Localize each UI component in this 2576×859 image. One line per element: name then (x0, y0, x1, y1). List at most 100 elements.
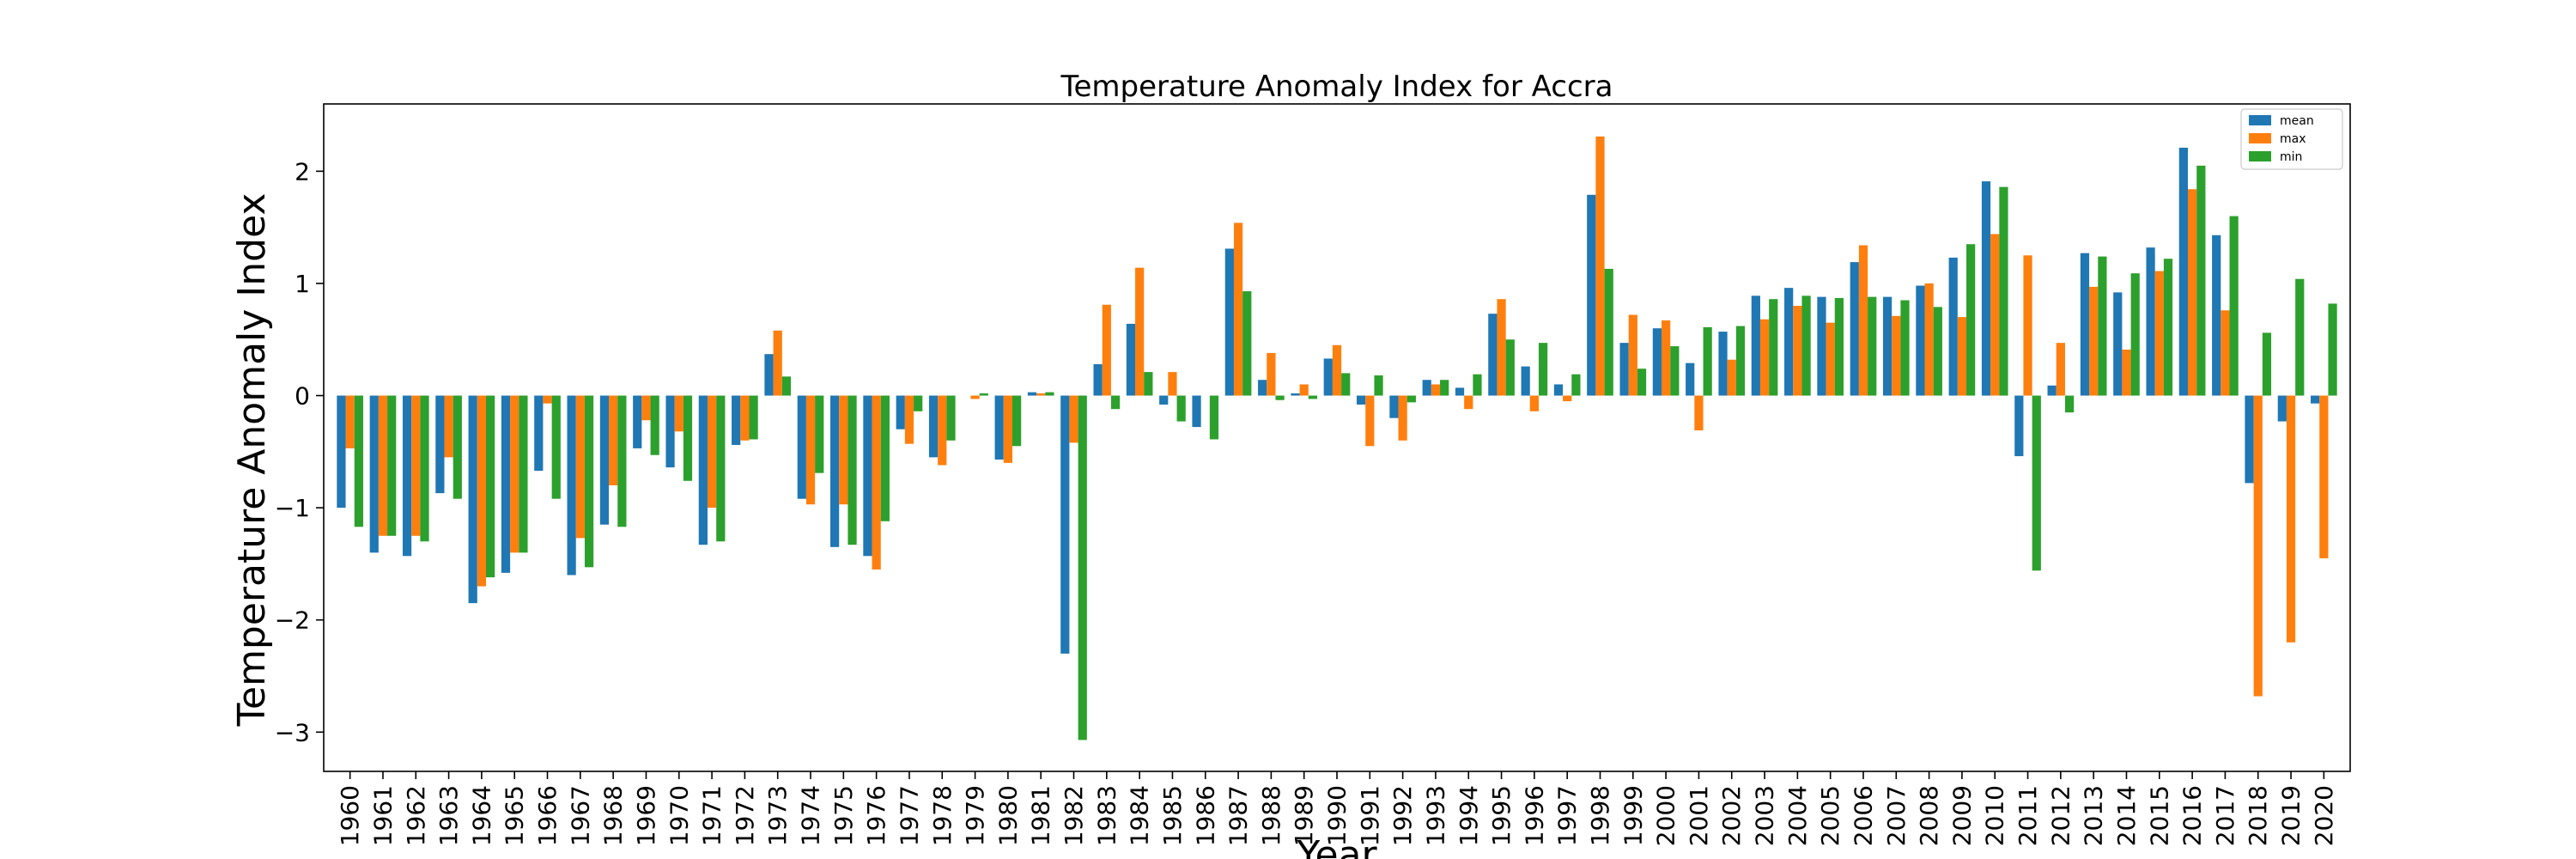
y-tick-label: 0 (295, 382, 310, 411)
bar-mean-1980 (994, 395, 1004, 460)
bar-mean-1975 (830, 395, 840, 547)
bar-max-1964 (477, 395, 487, 587)
bar-min-2013 (2098, 256, 2107, 396)
bar-min-1990 (1341, 373, 1351, 396)
x-tick-label: 2013 (2080, 785, 2108, 846)
bar-max-1972 (740, 395, 750, 441)
legend-swatch-min (2249, 151, 2271, 161)
bar-mean-2006 (1850, 262, 1859, 396)
bar-max-1980 (1003, 395, 1012, 463)
bar-mean-1990 (1323, 358, 1333, 396)
bar-min-2020 (2328, 303, 2337, 396)
bar-max-1992 (1398, 395, 1407, 441)
x-tick-label: 1971 (698, 785, 726, 846)
bar-mean-1969 (633, 395, 642, 448)
x-tick-label: 1961 (368, 785, 397, 846)
bar-mean-1962 (402, 395, 412, 557)
y-tick-label: −1 (275, 494, 310, 522)
bar-max-1993 (1431, 384, 1441, 396)
x-tick-label: 2003 (1751, 785, 1779, 846)
bar-mean-2008 (1916, 285, 1925, 396)
bar-max-2005 (1826, 322, 1835, 396)
bar-mean-1994 (1455, 387, 1465, 396)
bar-mean-1961 (369, 395, 379, 553)
x-tick-label: 2016 (2178, 785, 2207, 846)
x-tick-label: 1992 (1388, 785, 1417, 846)
bar-mean-1973 (764, 354, 774, 396)
bar-max-1965 (510, 395, 519, 553)
bar-min-2004 (1801, 295, 1811, 396)
bar-mean-2013 (2080, 253, 2090, 396)
bar-mean-2019 (2277, 395, 2287, 422)
x-tick-label: 1997 (1553, 785, 1582, 846)
bar-mean-1977 (896, 395, 905, 430)
bar-mean-1981 (1027, 392, 1037, 396)
bar-min-2016 (2196, 165, 2206, 396)
bar-min-1994 (1473, 374, 1482, 396)
bar-mean-1982 (1060, 395, 1070, 654)
bar-max-2000 (1662, 320, 1671, 396)
bar-min-2014 (2130, 273, 2140, 396)
bar-mean-1989 (1291, 393, 1300, 396)
bar-min-2010 (1999, 186, 2008, 396)
x-tick-label: 1985 (1158, 785, 1187, 846)
bar-mean-1972 (732, 395, 741, 445)
bar-min-1987 (1242, 291, 1252, 396)
bar-max-2006 (1858, 245, 1868, 396)
series-max (345, 136, 2329, 697)
bar-min-1960 (354, 395, 363, 527)
bar-mean-2017 (2212, 235, 2221, 396)
bar-max-1975 (839, 395, 848, 505)
bar-max-1961 (378, 395, 388, 536)
x-tick-label: 1969 (632, 785, 660, 846)
bar-min-1982 (1078, 395, 1087, 740)
x-tick-label: 2015 (2145, 785, 2173, 846)
bar-min-1984 (1144, 372, 1153, 396)
bar-mean-1985 (1159, 395, 1169, 405)
bar-min-2001 (1703, 326, 1712, 396)
bar-min-2011 (2032, 395, 2041, 571)
bar-min-1962 (420, 395, 429, 542)
bar-min-1979 (979, 393, 988, 396)
bar-max-2009 (1957, 317, 1967, 396)
y-tick-label: −3 (275, 718, 310, 746)
x-tick-label: 1987 (1224, 785, 1253, 846)
series-mean (337, 147, 2320, 654)
bar-max-2018 (2253, 395, 2263, 697)
bar-min-1969 (650, 395, 659, 455)
x-tick-label: 2019 (2277, 785, 2306, 846)
x-tick-label: 1989 (1290, 785, 1318, 846)
bar-min-1983 (1110, 395, 1121, 410)
x-tick-label: 1966 (533, 785, 562, 846)
x-tick-label: 1996 (1520, 785, 1548, 846)
bar-min-2005 (1834, 297, 1844, 396)
bar-mean-2003 (1751, 295, 1760, 396)
x-tick-label: 1973 (763, 785, 792, 846)
bar-min-1985 (1176, 395, 1186, 422)
bar-mean-1993 (1422, 380, 1431, 396)
bar-max-1990 (1332, 344, 1342, 396)
bar-max-1970 (674, 395, 683, 432)
bars-layer (337, 136, 2337, 740)
bar-max-2014 (2122, 349, 2131, 396)
bar-mean-1966 (534, 395, 544, 472)
bar-max-1962 (411, 395, 421, 536)
x-tick-label: 1983 (1092, 785, 1121, 846)
bar-mean-2014 (2113, 292, 2123, 396)
x-tick-label: 1974 (797, 785, 825, 846)
bar-max-2012 (2056, 343, 2065, 396)
bar-mean-1971 (698, 395, 708, 545)
bar-mean-1986 (1192, 395, 1201, 428)
legend-swatch-mean (2249, 115, 2271, 125)
bar-max-1994 (1464, 395, 1473, 410)
bar-mean-1988 (1258, 380, 1267, 396)
bar-min-1991 (1374, 375, 1383, 396)
x-tick-label: 2000 (1652, 785, 1680, 846)
x-tick-label: 1965 (501, 785, 529, 846)
bar-min-1973 (781, 376, 792, 396)
x-tick-label: 1998 (1586, 785, 1614, 846)
bar-max-1969 (641, 395, 651, 421)
bar-max-1987 (1233, 222, 1243, 396)
bar-min-1976 (880, 395, 890, 521)
legend-swatch-max (2249, 133, 2271, 143)
